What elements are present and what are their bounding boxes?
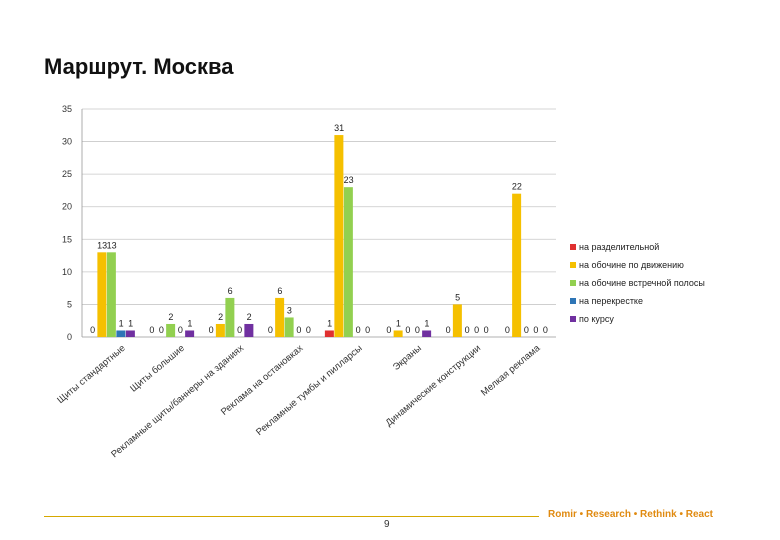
legend-label: на разделительной — [579, 242, 659, 252]
data-label: 5 — [455, 292, 460, 302]
data-label: 3 — [287, 305, 292, 315]
data-label: 0 — [149, 325, 154, 335]
bar — [215, 323, 225, 337]
bar — [334, 135, 344, 337]
category-label: Щиты стандартные — [55, 343, 127, 406]
data-label: 31 — [334, 123, 344, 133]
category-label: Рекламные тумбы и пилларсы — [254, 343, 365, 438]
category-label: Щиты большие — [128, 343, 187, 395]
legend-label: на обочине по движению — [579, 260, 684, 270]
bar — [106, 252, 116, 337]
data-label: 0 — [356, 325, 361, 335]
data-label: 0 — [505, 325, 510, 335]
data-label: 0 — [365, 325, 370, 335]
legend-swatch — [570, 316, 576, 322]
y-tick-label: 0 — [67, 332, 72, 342]
data-label: 0 — [237, 325, 242, 335]
data-label: 1 — [119, 318, 124, 328]
data-label: 0 — [90, 325, 95, 335]
data-label: 1 — [327, 318, 332, 328]
bar — [225, 297, 235, 337]
y-tick-label: 20 — [62, 202, 72, 212]
category-label: Рекламные щиты/баннеры на зданиях — [109, 343, 246, 460]
data-label: 0 — [159, 325, 164, 335]
data-label: 13 — [97, 240, 107, 250]
data-label: 6 — [277, 286, 282, 296]
data-label: 2 — [168, 312, 173, 322]
legend-swatch — [570, 298, 576, 304]
data-label: 0 — [405, 325, 410, 335]
legend-swatch — [570, 244, 576, 250]
legend-label: на обочине встречной полосы — [579, 278, 705, 288]
legend-label: на перекрестке — [579, 296, 643, 306]
data-label: 0 — [446, 325, 451, 335]
y-axis: 0 5 10 15 20 25 30 35 — [62, 104, 83, 342]
data-label: 22 — [512, 182, 522, 192]
bar — [166, 323, 176, 337]
legend: на разделительной на обочине по движению н… — [570, 242, 705, 324]
legend-swatch — [570, 262, 576, 268]
legend-label: по курсу — [579, 314, 614, 324]
data-label: 0 — [415, 325, 420, 335]
data-label: 0 — [209, 325, 214, 335]
data-label: 1 — [396, 318, 401, 328]
y-tick-label: 10 — [62, 267, 72, 277]
data-label: 0 — [484, 325, 489, 335]
data-label: 2 — [218, 312, 223, 322]
data-label: 13 — [107, 240, 117, 250]
y-tick-label: 35 — [62, 104, 72, 114]
data-label: 23 — [344, 175, 354, 185]
data-label: 0 — [178, 325, 183, 335]
data-label: 0 — [268, 325, 273, 335]
y-tick-label: 30 — [62, 137, 72, 147]
y-tick-label: 5 — [67, 299, 72, 309]
bar — [116, 330, 126, 337]
data-label: 0 — [465, 325, 470, 335]
category-label: Мелкая реклама — [479, 342, 543, 398]
category-label: Экраны — [391, 343, 424, 373]
footer-divider — [44, 516, 539, 517]
data-label: 1 — [128, 318, 133, 328]
bar — [244, 323, 254, 337]
legend-swatch — [570, 280, 576, 286]
data-label: 0 — [533, 325, 538, 335]
data-label: 6 — [228, 286, 233, 296]
chart-grid — [82, 108, 556, 338]
bar — [324, 330, 334, 337]
bar — [275, 297, 285, 337]
data-label: 2 — [247, 312, 252, 322]
bar — [185, 330, 195, 337]
data-label: 1 — [187, 318, 192, 328]
data-label: 0 — [306, 325, 311, 335]
data-label: 0 — [543, 325, 548, 335]
page-title: Маршрут. Москва — [44, 54, 234, 79]
y-tick-label: 25 — [62, 169, 72, 179]
bar — [125, 330, 135, 337]
data-label: 0 — [474, 325, 479, 335]
bar — [97, 252, 107, 337]
data-label: 0 — [386, 325, 391, 335]
bar — [422, 330, 432, 337]
bar — [393, 330, 403, 337]
data-label: 0 — [296, 325, 301, 335]
bar — [284, 317, 294, 337]
data-label: 0 — [524, 325, 529, 335]
y-tick-label: 15 — [62, 234, 72, 244]
data-label: 1 — [424, 318, 429, 328]
brand-tagline: Romir • Research • Rethink • React — [548, 509, 713, 520]
bars — [97, 135, 522, 337]
page-number: 9 — [384, 519, 390, 530]
bar — [452, 304, 462, 337]
bar — [512, 193, 522, 337]
category-label: Динамические конструкции — [384, 343, 483, 429]
bar — [343, 187, 353, 337]
